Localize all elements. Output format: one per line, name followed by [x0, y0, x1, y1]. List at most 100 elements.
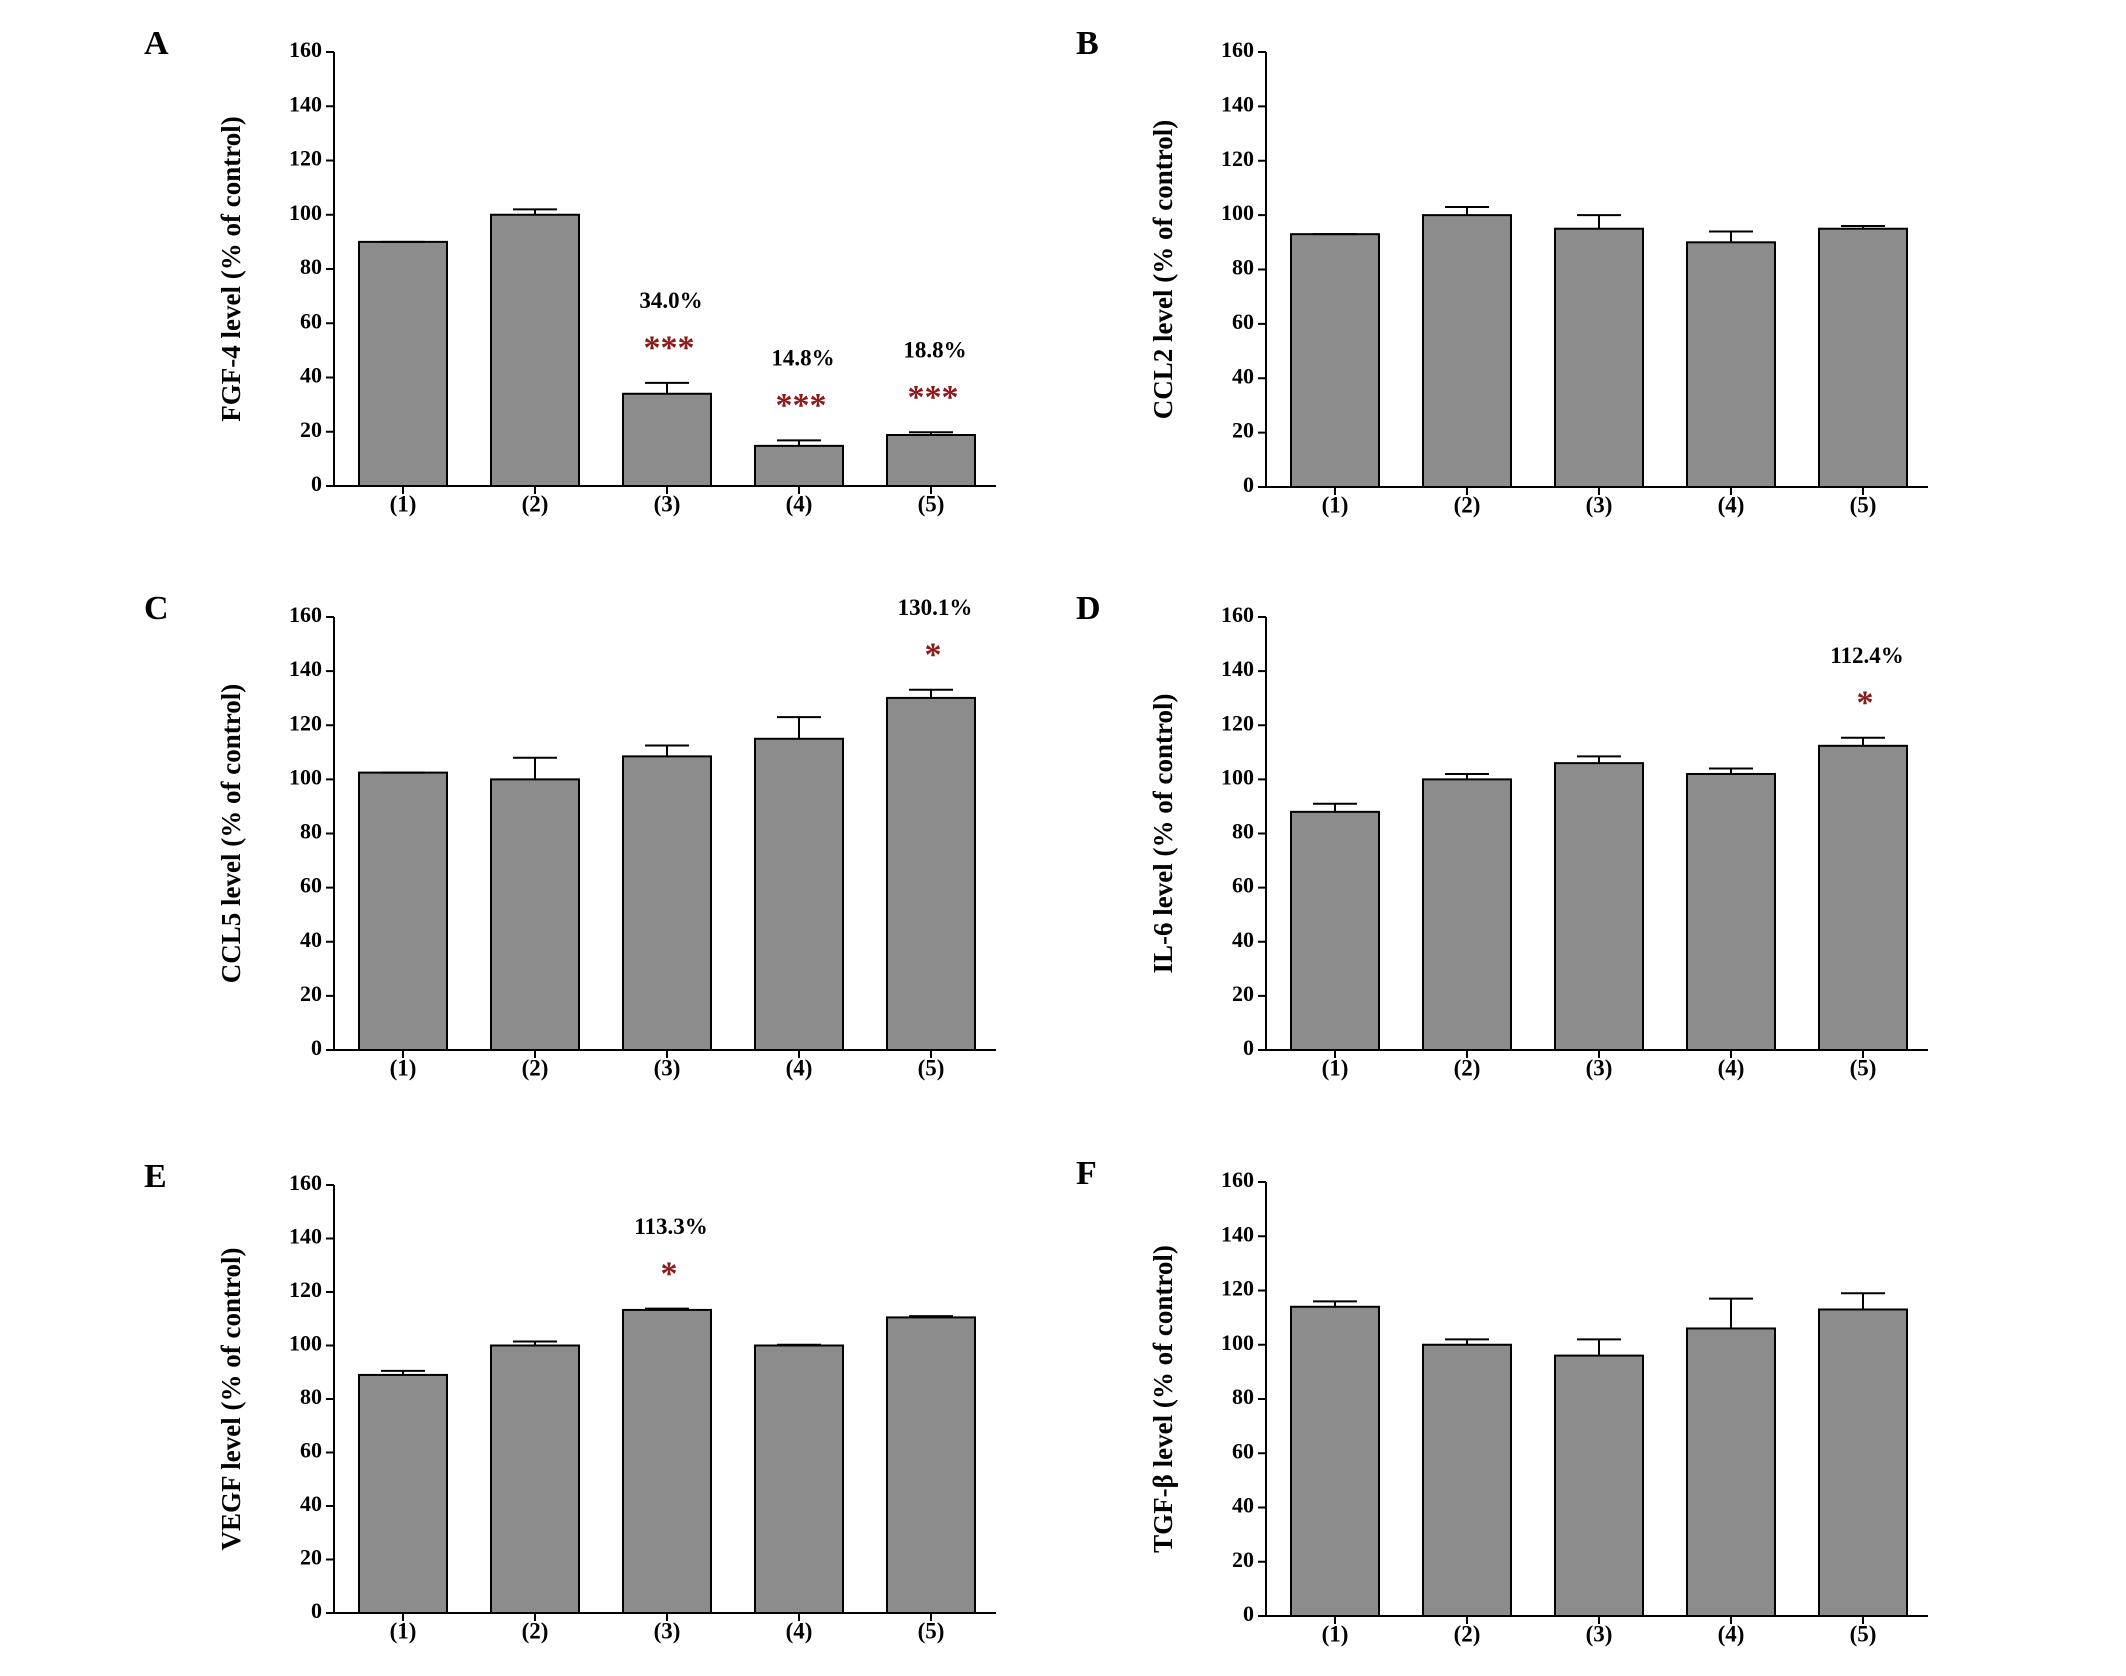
x-tick-label: (1): [390, 1618, 417, 1643]
y-axis-label: IL-6 level (% of control): [1148, 694, 1178, 974]
y-tick-label: 40: [1232, 927, 1254, 952]
x-tick-label: (1): [1322, 1055, 1349, 1080]
y-axis-label: VEGF level (% of control): [216, 1248, 246, 1551]
x-tick-label: (5): [918, 1055, 945, 1080]
y-tick-label: 100: [289, 1331, 322, 1356]
x-tick-label: (1): [390, 1055, 417, 1080]
significance: *: [1857, 684, 1874, 721]
x-tick-label: (1): [1322, 1621, 1349, 1646]
bar: [358, 1373, 448, 1615]
chart-panel: E VEGF level (% of control) 0 20 40 60 80 100 12…: [144, 1158, 996, 1643]
x-tick-label: (2): [522, 1055, 549, 1080]
bar: [490, 778, 580, 1051]
x-tick-label: (2): [1454, 1621, 1481, 1646]
chart-panel: B CCL2 level (% of control) 0 20 40 60 80 100 12…: [1076, 25, 1928, 517]
y-tick-label: 40: [300, 363, 322, 388]
bar: [754, 1344, 844, 1614]
bar: [754, 444, 844, 488]
bar: [1290, 233, 1380, 488]
x-tick-label: (3): [1586, 1621, 1613, 1646]
y-tick-label: 80: [300, 1384, 322, 1409]
value-label: 18.8%: [903, 338, 966, 363]
y-tick-label: 0: [311, 1598, 322, 1623]
y-tick-label: 40: [1232, 363, 1254, 388]
value-label: 130.1%: [898, 595, 973, 620]
bar: [886, 1316, 976, 1614]
y-axis-label: TGF-β level (% of control): [1148, 1245, 1178, 1553]
panel-label: B: [1076, 25, 1099, 62]
y-tick-label: 160: [289, 37, 322, 62]
y-tick-label: 80: [300, 254, 322, 279]
panel-label: A: [144, 25, 169, 62]
y-tick-label: 0: [311, 471, 322, 496]
significance: ***: [644, 330, 695, 367]
y-tick-label: 60: [300, 873, 322, 898]
y-tick-label: 140: [289, 91, 322, 116]
x-tick-label: (5): [918, 1618, 945, 1643]
y-tick-label: 140: [1221, 91, 1254, 116]
y-tick-label: 20: [300, 417, 322, 442]
bar: [1290, 1305, 1380, 1618]
y-tick-label: 160: [289, 1170, 322, 1195]
y-tick-label: 100: [1221, 1330, 1254, 1355]
significance: *: [661, 1255, 678, 1292]
y-tick-label: 20: [1232, 1547, 1254, 1572]
bar: [1422, 1343, 1512, 1617]
y-tick-label: 20: [1232, 418, 1254, 443]
value-label: 113.3%: [634, 1214, 707, 1239]
x-tick-label: (2): [522, 1618, 549, 1643]
y-tick-label: 40: [300, 927, 322, 952]
y-tick-label: 120: [1221, 710, 1254, 735]
y-tick-label: 20: [1232, 981, 1254, 1006]
bar: [886, 434, 976, 488]
y-tick-label: 140: [289, 656, 322, 681]
y-tick-label: 120: [289, 1277, 322, 1302]
x-tick-label: (5): [1850, 1055, 1877, 1080]
panel-label: F: [1076, 1155, 1097, 1192]
y-tick-label: 160: [1221, 37, 1254, 62]
y-tick-label: 100: [1221, 764, 1254, 789]
y-tick-label: 160: [1221, 1167, 1254, 1192]
x-tick-label: (3): [1586, 492, 1613, 517]
chart-panel: C CCL5 level (% of control) 0 20 40 60 80 100 12…: [144, 590, 996, 1080]
y-axis-label: FGF-4 level (% of control): [216, 116, 246, 421]
panel-label: C: [144, 590, 169, 627]
x-tick-label: (3): [654, 491, 681, 516]
y-tick-label: 20: [300, 1545, 322, 1570]
y-tick-label: 0: [1243, 472, 1254, 497]
bar: [622, 392, 712, 487]
y-tick-label: 60: [300, 1438, 322, 1463]
chart-panel: A FGF-4 level (% of control) 0 20 40 60 80 100 1…: [144, 25, 996, 516]
y-tick-label: 120: [1221, 1276, 1254, 1301]
x-tick-label: (4): [786, 1618, 813, 1643]
bar: [1554, 227, 1644, 488]
y-tick-label: 140: [1221, 1221, 1254, 1246]
y-tick-label: 60: [1232, 1438, 1254, 1463]
y-tick-label: 140: [1221, 656, 1254, 681]
bar: [1422, 778, 1512, 1051]
x-tick-label: (2): [522, 491, 549, 516]
bar: [1290, 810, 1380, 1051]
bar: [1686, 241, 1776, 488]
x-tick-label: (3): [654, 1055, 681, 1080]
bar: [622, 755, 712, 1051]
y-tick-label: 80: [1232, 255, 1254, 280]
bar: [754, 737, 844, 1051]
y-tick-label: 100: [289, 200, 322, 225]
bar: [490, 213, 580, 487]
y-axis-label: CCL2 level (% of control): [1148, 120, 1178, 419]
y-tick-label: 0: [311, 1035, 322, 1060]
y-tick-label: 160: [1221, 602, 1254, 627]
x-tick-label: (2): [1454, 1055, 1481, 1080]
x-tick-label: (1): [390, 491, 417, 516]
bar: [358, 240, 448, 487]
bar: [1554, 1354, 1644, 1617]
y-tick-label: 60: [300, 308, 322, 333]
y-tick-label: 140: [289, 1224, 322, 1249]
y-axis-label: CCL5 level (% of control): [216, 684, 246, 983]
bar: [1818, 227, 1908, 488]
chart-panel: D IL-6 level (% of control) 0 20 40 60 80 100 12…: [1076, 590, 1928, 1080]
x-tick-label: (5): [1850, 492, 1877, 517]
bar: [490, 1344, 580, 1614]
